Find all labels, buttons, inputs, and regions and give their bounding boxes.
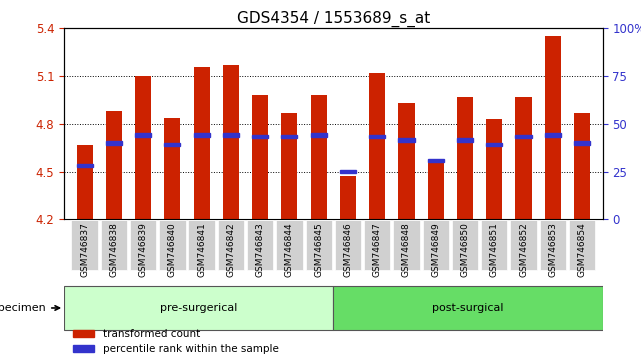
FancyBboxPatch shape xyxy=(333,286,603,330)
FancyBboxPatch shape xyxy=(364,220,390,270)
Bar xyxy=(428,159,444,162)
Bar xyxy=(194,67,210,219)
Text: GSM746841: GSM746841 xyxy=(197,222,206,277)
Bar xyxy=(515,135,531,138)
Bar xyxy=(369,73,385,219)
FancyBboxPatch shape xyxy=(130,220,156,270)
Bar xyxy=(340,170,356,173)
FancyBboxPatch shape xyxy=(276,220,303,270)
Bar xyxy=(369,135,385,138)
Text: GSM746846: GSM746846 xyxy=(344,222,353,277)
Text: GSM746854: GSM746854 xyxy=(578,222,587,277)
Bar xyxy=(223,133,239,137)
Bar xyxy=(545,133,561,137)
FancyBboxPatch shape xyxy=(64,286,333,330)
Text: GSM746847: GSM746847 xyxy=(372,222,381,277)
FancyBboxPatch shape xyxy=(218,220,244,270)
FancyBboxPatch shape xyxy=(335,220,361,270)
FancyBboxPatch shape xyxy=(422,220,449,270)
FancyBboxPatch shape xyxy=(71,220,98,270)
Text: GSM746842: GSM746842 xyxy=(226,222,235,277)
Text: GSM746844: GSM746844 xyxy=(285,222,294,277)
FancyBboxPatch shape xyxy=(510,220,537,270)
FancyBboxPatch shape xyxy=(394,220,420,270)
FancyBboxPatch shape xyxy=(101,220,127,270)
FancyBboxPatch shape xyxy=(306,220,332,270)
Bar xyxy=(223,65,239,219)
FancyBboxPatch shape xyxy=(452,220,478,270)
Text: GSM746845: GSM746845 xyxy=(314,222,323,277)
Text: GSM746852: GSM746852 xyxy=(519,222,528,277)
Title: GDS4354 / 1553689_s_at: GDS4354 / 1553689_s_at xyxy=(237,11,430,27)
Bar xyxy=(574,113,590,219)
Text: pre-surgerical: pre-surgerical xyxy=(160,303,237,313)
Text: GSM746839: GSM746839 xyxy=(138,222,147,277)
Bar xyxy=(76,164,93,167)
FancyBboxPatch shape xyxy=(481,220,508,270)
Bar xyxy=(135,76,151,219)
Bar xyxy=(311,95,327,219)
Bar xyxy=(399,103,415,219)
Bar xyxy=(135,133,151,137)
FancyBboxPatch shape xyxy=(569,220,595,270)
Text: GSM746849: GSM746849 xyxy=(431,222,440,277)
FancyBboxPatch shape xyxy=(540,220,566,270)
Text: post-surgical: post-surgical xyxy=(432,303,504,313)
Bar xyxy=(428,161,444,219)
Legend: transformed count, percentile rank within the sample: transformed count, percentile rank withi… xyxy=(69,325,283,354)
Text: GSM746848: GSM746848 xyxy=(402,222,411,277)
Text: GSM746843: GSM746843 xyxy=(256,222,265,277)
Bar xyxy=(457,97,473,219)
Bar xyxy=(399,138,415,142)
Bar xyxy=(164,118,180,219)
Bar xyxy=(252,95,268,219)
Text: GSM746840: GSM746840 xyxy=(168,222,177,277)
Bar xyxy=(574,141,590,145)
Bar xyxy=(487,119,503,219)
FancyBboxPatch shape xyxy=(188,220,215,270)
Text: GSM746853: GSM746853 xyxy=(548,222,557,277)
Bar xyxy=(164,143,180,146)
Bar xyxy=(106,141,122,145)
Bar xyxy=(545,36,561,219)
Bar xyxy=(487,143,503,146)
FancyBboxPatch shape xyxy=(159,220,185,270)
Bar xyxy=(515,97,531,219)
Bar xyxy=(340,177,356,219)
Text: GSM746837: GSM746837 xyxy=(80,222,89,277)
Bar xyxy=(311,133,327,137)
Text: GSM746851: GSM746851 xyxy=(490,222,499,277)
Bar xyxy=(252,135,268,138)
Text: GSM746838: GSM746838 xyxy=(110,222,119,277)
Text: specimen: specimen xyxy=(0,303,60,313)
Bar xyxy=(76,145,93,219)
Bar xyxy=(281,113,297,219)
Bar xyxy=(194,133,210,137)
Text: GSM746850: GSM746850 xyxy=(460,222,469,277)
Bar xyxy=(106,111,122,219)
Bar xyxy=(281,135,297,138)
Bar xyxy=(457,138,473,142)
FancyBboxPatch shape xyxy=(247,220,273,270)
